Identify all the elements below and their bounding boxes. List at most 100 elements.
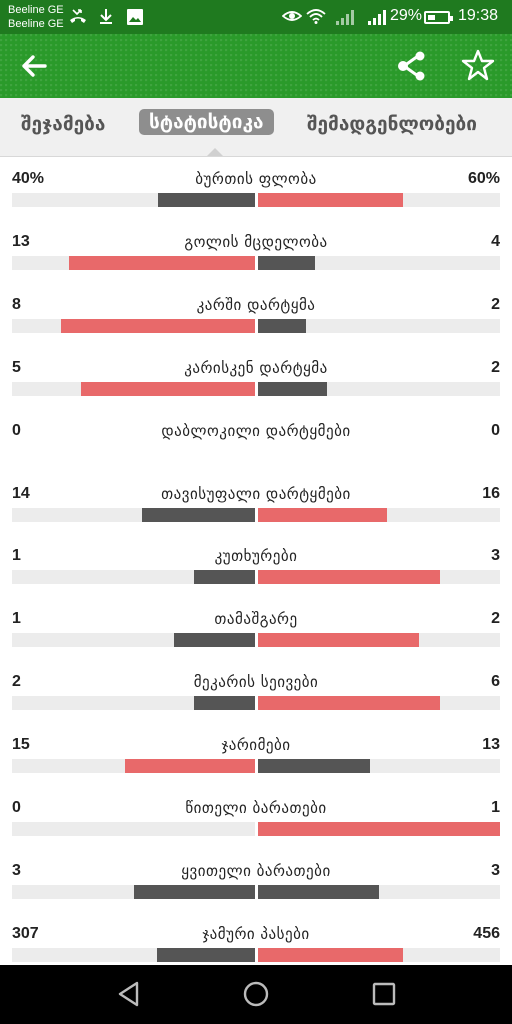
app-bar bbox=[0, 34, 512, 98]
stats-list: 40% ბურთის ფლობა 60% 13 გოლის მცდელობა 4 8 კარშ… bbox=[0, 157, 512, 965]
signal-icon-2 bbox=[368, 10, 386, 25]
stat-home-value: 0 bbox=[12, 421, 21, 439]
stat-away-value: 13 bbox=[482, 736, 500, 754]
stat-away-bar-track bbox=[258, 381, 500, 396]
tab-bar: შეჯამება სტატისტიკა შემადგენლობები bbox=[0, 98, 512, 157]
stat-home-bar-track bbox=[12, 884, 255, 899]
stat-row: 1 კუთხურები 3 bbox=[0, 534, 512, 597]
missed-call-icon bbox=[68, 8, 88, 30]
stat-label: წითელი ბარათები bbox=[185, 799, 327, 817]
stat-home-bar-track bbox=[12, 696, 255, 711]
tab-statistics[interactable]: სტატისტიკა bbox=[139, 109, 274, 135]
stat-home-bar bbox=[194, 570, 255, 585]
stat-away-value: 4 bbox=[491, 232, 500, 250]
stat-label: თამაშგარე bbox=[214, 610, 298, 629]
stat-away-bar bbox=[258, 381, 328, 396]
stat-home-value: 0 bbox=[12, 799, 21, 816]
stat-home-value: 13 bbox=[12, 232, 30, 250]
stat-row: 8 კარში დარტყმა 2 bbox=[0, 283, 512, 346]
stat-home-bar bbox=[124, 759, 255, 774]
stat-home-value: 40% bbox=[12, 170, 45, 187]
image-icon bbox=[126, 8, 144, 30]
carrier-names: Beeline GE Beeline GE bbox=[8, 3, 64, 31]
back-arrow-icon[interactable] bbox=[20, 52, 48, 80]
stat-label: კარში დარტყმა bbox=[196, 295, 316, 314]
battery-percent: 29% bbox=[390, 7, 423, 24]
stat-away-bar bbox=[258, 193, 404, 207]
stat-away-bar-track bbox=[258, 507, 500, 522]
stat-home-bar-track bbox=[12, 633, 255, 648]
stat-away-bar-track bbox=[258, 696, 500, 711]
tab-lineups[interactable]: შემადგენლობები bbox=[307, 113, 477, 135]
stat-home-bar-track bbox=[12, 381, 255, 396]
recents-square-icon[interactable] bbox=[370, 980, 398, 1008]
stat-away-bar bbox=[258, 884, 379, 899]
stat-home-bar-track bbox=[12, 193, 255, 207]
share-icon[interactable] bbox=[396, 50, 428, 82]
stat-label: გოლის მცდელობა bbox=[184, 232, 328, 251]
stat-label: კუთხურები bbox=[214, 547, 298, 566]
stat-home-value: 3 bbox=[12, 861, 21, 879]
stat-home-bar bbox=[133, 884, 255, 899]
stat-away-value: 3 bbox=[491, 547, 500, 565]
battery-icon bbox=[424, 11, 453, 24]
eye-icon bbox=[281, 8, 303, 28]
stat-home-bar-track bbox=[12, 507, 255, 522]
stat-label: ყვითელი ბარათები bbox=[181, 861, 331, 880]
stat-away-bar-track bbox=[258, 633, 500, 648]
stat-away-bar-track bbox=[258, 947, 500, 962]
stat-away-value: 0 bbox=[491, 421, 500, 439]
home-circle-icon[interactable] bbox=[242, 980, 270, 1008]
tab-summary[interactable]: შეჯამება bbox=[21, 113, 106, 135]
stat-away-bar-track bbox=[258, 822, 500, 836]
stat-home-bar bbox=[194, 696, 255, 711]
stat-label: კარისკენ დარტყმა bbox=[184, 358, 328, 377]
stat-home-value: 5 bbox=[12, 358, 21, 376]
stat-row: 307 ჯამური პასები 456 bbox=[0, 912, 512, 965]
stat-home-bar-track bbox=[12, 822, 255, 836]
stat-row: 13 გოლის მცდელობა 4 bbox=[0, 220, 512, 283]
stat-away-bar bbox=[258, 822, 500, 836]
stat-away-bar bbox=[258, 570, 440, 585]
stat-row: 14 თავისუფალი დარტყმები 16 bbox=[0, 472, 512, 535]
stat-away-bar bbox=[258, 759, 371, 774]
stat-home-bar-track bbox=[12, 570, 255, 585]
stat-label: ბურთის ფლობა bbox=[195, 170, 317, 188]
stat-home-value: 1 bbox=[12, 547, 21, 565]
navigation-bar bbox=[0, 965, 512, 1024]
stat-home-bar bbox=[141, 507, 255, 522]
stat-home-value: 14 bbox=[12, 484, 30, 502]
stat-home-bar bbox=[157, 947, 255, 962]
back-triangle-icon[interactable] bbox=[115, 980, 143, 1008]
stat-label: მეკარის სეივები bbox=[193, 673, 319, 692]
stat-away-value: 16 bbox=[482, 484, 500, 502]
stat-away-bar bbox=[258, 947, 403, 962]
stat-label: დაბლოკილი დარტყმები bbox=[161, 421, 351, 440]
stat-away-bar-track bbox=[258, 759, 500, 774]
stat-away-bar-track bbox=[258, 255, 500, 270]
status-bar: Beeline GE Beeline GE 29% 19:38 bbox=[0, 0, 512, 34]
stat-away-bar bbox=[258, 696, 440, 711]
stat-home-bar bbox=[69, 255, 255, 270]
stat-home-bar-track bbox=[12, 318, 255, 333]
stat-home-value: 307 bbox=[12, 924, 39, 942]
stat-home-bar bbox=[157, 193, 255, 207]
stat-home-value: 15 bbox=[12, 736, 30, 754]
star-icon[interactable] bbox=[461, 48, 495, 82]
stat-away-value: 6 bbox=[491, 673, 500, 691]
stat-row: 1 თამაშგარე 2 bbox=[0, 597, 512, 660]
stat-row: 15 ჯარიმები 13 bbox=[0, 723, 512, 786]
active-tab-pointer bbox=[207, 148, 223, 156]
stat-away-value: 456 bbox=[473, 924, 500, 942]
stat-home-value: 2 bbox=[12, 673, 21, 691]
wifi-icon bbox=[306, 8, 326, 28]
stat-home-value: 8 bbox=[12, 295, 21, 313]
stat-away-value: 2 bbox=[491, 358, 500, 376]
stat-away-bar-track bbox=[258, 318, 500, 333]
stat-away-value: 60% bbox=[467, 170, 500, 187]
stat-away-bar bbox=[258, 318, 307, 333]
stat-row: 3 ყვითელი ბარათები 3 bbox=[0, 849, 512, 912]
stat-row: 2 მეკარის სეივები 6 bbox=[0, 660, 512, 723]
stat-row: 0 დაბლოკილი დარტყმები 0 bbox=[0, 409, 512, 472]
signal-icon bbox=[336, 10, 354, 25]
